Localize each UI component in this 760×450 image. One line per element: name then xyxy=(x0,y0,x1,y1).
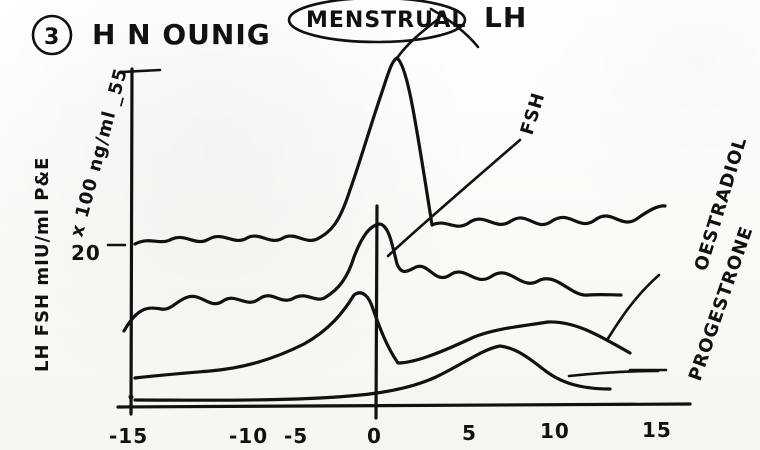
y-tick-label-20: 20 xyxy=(71,241,101,265)
title-group: 3 H N OUNIG MENSTRUAL LH xyxy=(33,0,527,54)
origin-dot xyxy=(129,395,134,400)
x-tick-labels: -15 -10 -5 0 5 10 15 xyxy=(109,418,672,448)
title-text: H N OUNIG xyxy=(92,18,271,51)
lh-curve xyxy=(135,58,665,244)
x-tick-label: 10 xyxy=(540,419,570,443)
oestradiol-pointer xyxy=(607,275,659,340)
y-axis-sub-label: x 100 ng/ml _55 xyxy=(67,66,132,240)
y-axis-main-label: LH FSH mIU/ml P&E xyxy=(32,157,53,372)
x-tick-label: -5 xyxy=(284,424,308,448)
x-tick-label: 0 xyxy=(367,424,382,448)
axes xyxy=(108,69,690,418)
oestradiol-curve xyxy=(135,293,630,378)
x-tick-label: 15 xyxy=(642,418,672,442)
x-axis-line xyxy=(118,404,690,407)
x-tick-label: -15 xyxy=(109,424,148,448)
fsh-pointer xyxy=(388,140,520,256)
axis-labels: LH FSH mIU/ml P&E x 100 ng/ml _55 20 xyxy=(32,66,132,372)
y-axis-line xyxy=(131,69,132,414)
title-right-label: LH xyxy=(484,1,527,34)
title-number: 3 xyxy=(44,25,60,50)
x-tick-label: -10 xyxy=(229,424,268,448)
late-line-extension xyxy=(569,371,658,376)
zero-day-line xyxy=(376,206,377,418)
title-circled-word: MENSTRUAL xyxy=(306,8,466,33)
x-tick-label: 5 xyxy=(462,421,477,445)
fsh-label: FSH xyxy=(517,90,550,138)
progesterone-curve xyxy=(135,346,610,400)
